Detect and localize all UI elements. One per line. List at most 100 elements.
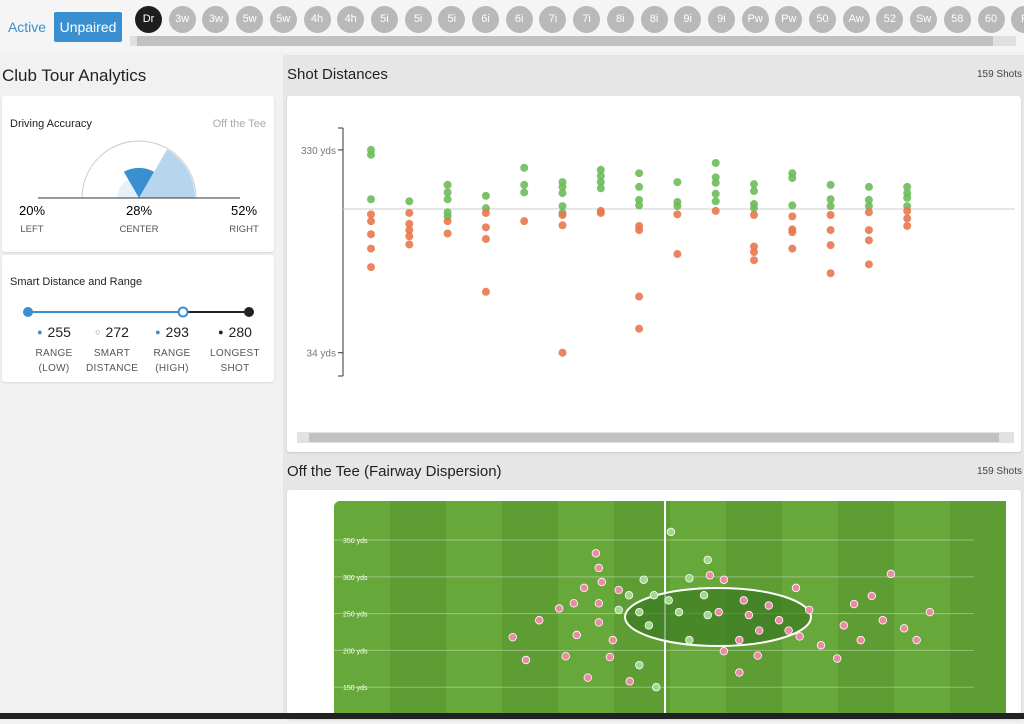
accuracy-wedge bbox=[117, 179, 139, 198]
shot-dot bbox=[856, 635, 865, 645]
toggle-unpaired[interactable]: Unpaired bbox=[54, 12, 122, 42]
shot-dot bbox=[596, 178, 605, 187]
shot-dot bbox=[719, 575, 729, 584]
shot-dot bbox=[711, 189, 720, 198]
club-button[interactable]: 50 bbox=[809, 6, 836, 33]
shot-dot bbox=[558, 189, 567, 198]
club-button[interactable]: 8i bbox=[606, 6, 634, 33]
shot-dot bbox=[405, 240, 414, 249]
h-scroll-thumb bbox=[309, 433, 999, 442]
shot-dot bbox=[878, 616, 887, 625]
shot-dot bbox=[826, 202, 835, 211]
shot-dot bbox=[635, 182, 644, 191]
shot-dot bbox=[635, 292, 644, 301]
club-button[interactable]: 5w bbox=[236, 6, 264, 33]
shot-dot bbox=[558, 348, 567, 357]
shot-dot bbox=[596, 208, 605, 217]
shot-dot bbox=[832, 654, 842, 663]
shot-dot bbox=[481, 191, 490, 200]
shot-dot bbox=[744, 610, 754, 620]
slider-dot bbox=[23, 307, 33, 317]
toggle-active[interactable]: Active bbox=[7, 19, 47, 35]
range-label: RANGE (HIGH) bbox=[153, 348, 191, 374]
shot-dot bbox=[925, 607, 935, 617]
club-button[interactable]: 58 bbox=[943, 6, 971, 33]
range-icon: ● bbox=[218, 327, 224, 337]
club-button[interactable]: 9i bbox=[707, 6, 735, 33]
club-button[interactable]: 7i bbox=[539, 6, 567, 33]
club-button[interactable]: 5i bbox=[438, 6, 466, 33]
shot-dot bbox=[864, 195, 873, 204]
shot-dot bbox=[561, 652, 570, 661]
shot-dot bbox=[714, 607, 723, 617]
range-label: LONGEST SHOT bbox=[210, 348, 260, 374]
slider-dot bbox=[177, 306, 189, 318]
club-button[interactable]: 4h bbox=[303, 6, 331, 33]
club-button[interactable]: 9i bbox=[674, 6, 702, 33]
club-button[interactable]: 3w bbox=[168, 6, 196, 33]
shot-dot bbox=[903, 206, 912, 215]
shot-dot bbox=[664, 596, 673, 605]
shot-dot bbox=[596, 165, 605, 174]
club-button[interactable]: Pw bbox=[775, 6, 803, 33]
club-button[interactable]: Sw bbox=[910, 6, 938, 33]
distance-card: 330 yds 34 yds bbox=[287, 96, 1021, 452]
shot-dot bbox=[750, 187, 758, 196]
shot-dot bbox=[764, 601, 773, 610]
shot-dot bbox=[644, 621, 654, 630]
panel-title: Shot Distances bbox=[287, 66, 388, 83]
shot-dot bbox=[826, 241, 835, 250]
shot-dot bbox=[635, 607, 644, 617]
shot-dot bbox=[558, 221, 567, 230]
club-button[interactable]: Pw bbox=[741, 6, 769, 33]
range-value: 280 bbox=[228, 324, 252, 340]
club-button[interactable]: 4h bbox=[337, 6, 365, 33]
shot-dot bbox=[685, 635, 694, 645]
accuracy-label: CENTER bbox=[119, 224, 158, 235]
club-button[interactable]: Dr bbox=[135, 6, 162, 33]
shot-dot bbox=[849, 599, 859, 609]
accuracy-value: 52% bbox=[231, 203, 257, 218]
club-button[interactable]: 6i bbox=[505, 6, 533, 33]
shot-dot bbox=[443, 180, 452, 189]
shot-dot bbox=[774, 616, 784, 625]
club-button[interactable]: 7i bbox=[573, 6, 601, 33]
shot-dot bbox=[750, 256, 758, 265]
accuracy-value: 28% bbox=[126, 203, 152, 218]
dispersion-card: 350 yds 300 yds 250 yds 200 yds 150 yds bbox=[287, 490, 1021, 724]
shot-dot bbox=[750, 211, 758, 220]
accuracy-card: Driving Accuracy Off the Tee 20% LEFT 28% C… bbox=[2, 96, 274, 252]
shot-dot bbox=[788, 174, 797, 183]
club-button[interactable]: 52 bbox=[876, 6, 904, 33]
shot-dot bbox=[558, 202, 567, 211]
shot-dot bbox=[520, 163, 529, 172]
shot-dot bbox=[367, 217, 375, 226]
club-button[interactable]: 5i bbox=[370, 6, 398, 33]
shot-dot bbox=[367, 210, 375, 219]
club-button[interactable]: 5i bbox=[404, 6, 432, 33]
y-tick-label: 330 yds bbox=[301, 146, 336, 157]
shot-dot bbox=[753, 651, 762, 660]
shot-dot bbox=[405, 208, 414, 217]
y-tick-label: 250 yds bbox=[343, 612, 368, 619]
distance-chart: 330 yds 34 yds bbox=[297, 127, 1015, 443]
club-button[interactable]: P bbox=[1011, 6, 1024, 33]
shot-dot bbox=[839, 621, 848, 630]
y-tick-label: 34 yds bbox=[307, 349, 336, 360]
club-button[interactable]: Aw bbox=[842, 6, 870, 33]
fairway-stripe bbox=[390, 501, 446, 724]
bottom-bar bbox=[0, 713, 1024, 719]
club-button[interactable]: 5w bbox=[269, 6, 297, 33]
shot-dot bbox=[579, 583, 589, 593]
shot-dot bbox=[405, 232, 414, 241]
shot-dot bbox=[614, 605, 623, 615]
shot-dot bbox=[673, 178, 682, 187]
scrollbar[interactable] bbox=[130, 36, 1016, 46]
shot-dot bbox=[572, 630, 581, 640]
club-button[interactable]: 6i bbox=[472, 6, 499, 33]
club-button[interactable]: 3w bbox=[202, 6, 230, 33]
dispersion-chart: 350 yds 300 yds 250 yds 200 yds 150 yds bbox=[334, 501, 1006, 724]
club-button[interactable]: 8i bbox=[640, 6, 668, 33]
club-button[interactable]: 60 bbox=[977, 6, 1005, 33]
